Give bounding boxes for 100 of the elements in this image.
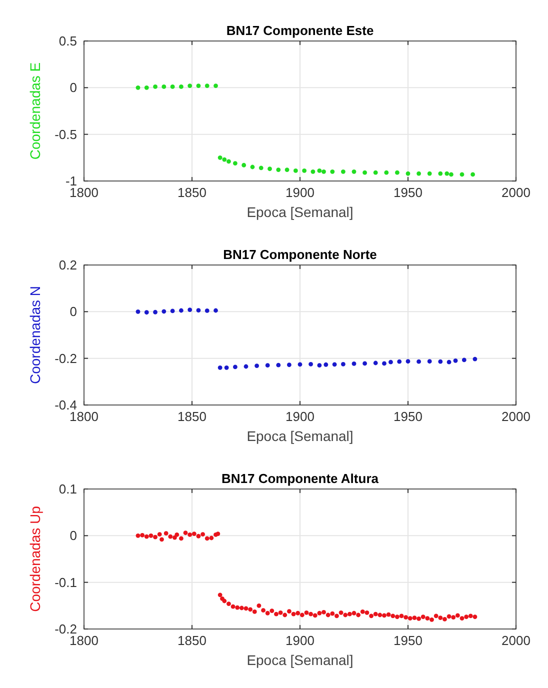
point — [233, 161, 238, 166]
point — [214, 308, 218, 313]
point — [265, 363, 270, 368]
point — [460, 172, 464, 177]
point — [416, 171, 421, 176]
point — [254, 364, 259, 368]
point — [332, 362, 337, 367]
x-tick-label: 1850 — [178, 409, 206, 424]
x-tick-label: 1900 — [286, 409, 314, 424]
point — [308, 362, 313, 366]
point — [204, 84, 210, 88]
point — [317, 168, 322, 173]
point — [310, 169, 316, 174]
point — [373, 360, 378, 366]
point — [444, 171, 450, 176]
point — [250, 164, 255, 170]
point — [170, 308, 175, 314]
point — [136, 85, 140, 90]
point — [324, 362, 328, 367]
point — [373, 170, 378, 175]
point — [293, 168, 298, 173]
point — [382, 361, 386, 366]
y-tick-label: 0.2 — [58, 258, 77, 273]
y-axis-title: Coordenadas E — [27, 62, 43, 160]
chart-title: BN17 Componente Este — [226, 23, 374, 38]
x-tick-label: 1850 — [178, 185, 206, 200]
y-tick-label: 0 — [70, 80, 77, 96]
point — [214, 84, 218, 88]
point — [276, 168, 281, 172]
point — [287, 362, 292, 368]
x-axis-title: Epoca [Semanal] — [246, 428, 354, 444]
point — [341, 362, 346, 366]
x-axis-title: Epoca [Semanal] — [246, 652, 354, 668]
x-tick-label: 2000 — [502, 633, 530, 648]
x-tick-label: 1900 — [286, 633, 314, 648]
point — [144, 310, 149, 315]
point — [462, 358, 466, 362]
point — [384, 170, 389, 175]
point — [406, 171, 410, 176]
point — [196, 84, 201, 88]
point — [162, 309, 166, 314]
point — [204, 308, 210, 313]
point — [446, 360, 452, 364]
x-tick-label: 1900 — [286, 185, 314, 200]
point — [341, 169, 346, 174]
point — [470, 172, 475, 177]
point — [395, 170, 400, 175]
point — [427, 171, 432, 176]
x-tick-label: 1850 — [178, 633, 206, 648]
point — [397, 359, 402, 364]
y-axis-title: Coordenadas Up — [27, 506, 43, 612]
x-tick-label: 1950 — [394, 185, 422, 200]
chart-title: BN17 Componente Altura — [222, 471, 380, 486]
x-tick-label: 1950 — [394, 409, 422, 424]
point — [453, 358, 458, 363]
x-tick-label: 1950 — [394, 633, 422, 648]
point — [362, 361, 367, 366]
point — [298, 362, 302, 367]
point — [144, 85, 149, 90]
point — [416, 359, 421, 364]
point — [153, 84, 158, 89]
point — [268, 166, 272, 172]
point — [179, 308, 184, 313]
point — [352, 362, 356, 366]
y-tick-label: 0 — [70, 304, 77, 320]
point — [244, 364, 248, 369]
point — [406, 359, 410, 364]
point — [472, 356, 478, 362]
point — [438, 359, 443, 364]
x-tick-label: 2000 — [502, 409, 530, 424]
y-axis-title: Coordenadas N — [27, 286, 43, 384]
point — [179, 84, 184, 89]
y-tick-label: -0.1 — [54, 574, 77, 590]
chart-title: BN17 Componente Norte — [223, 247, 377, 262]
point — [258, 166, 264, 170]
point — [302, 168, 307, 173]
point — [188, 308, 192, 312]
point — [317, 363, 322, 368]
point — [284, 168, 290, 172]
y-tick-label: -0.2 — [54, 350, 77, 366]
point — [162, 84, 166, 89]
point — [362, 170, 367, 175]
point — [224, 365, 229, 370]
x-axis-title: Epoca [Semanal] — [246, 204, 354, 220]
point — [352, 169, 356, 174]
point — [276, 362, 281, 368]
point — [388, 360, 393, 364]
point — [218, 365, 222, 370]
point — [438, 171, 443, 176]
x-tick-label: 2000 — [502, 185, 530, 200]
point — [427, 359, 432, 364]
point — [330, 169, 335, 174]
point — [449, 172, 454, 177]
point — [136, 309, 140, 314]
point — [188, 84, 192, 88]
point — [242, 162, 246, 168]
y-tick-label: 0.5 — [58, 34, 77, 49]
point — [170, 84, 175, 89]
y-tick-label: 0.1 — [58, 482, 77, 497]
point — [196, 308, 201, 312]
